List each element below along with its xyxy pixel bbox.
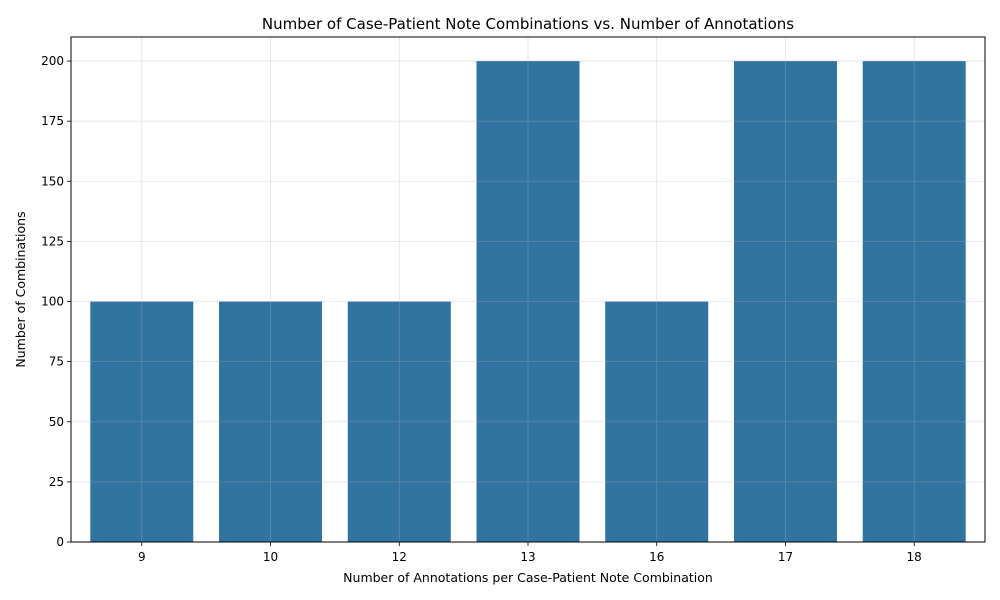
y-tick-label: 100	[41, 295, 64, 309]
x-tick-label: 12	[392, 550, 407, 564]
y-tick-label: 25	[49, 475, 64, 489]
y-axis-ticks: 0 25 50 75 100 125 150 175 200	[41, 54, 71, 549]
x-axis-ticks: 9 10 12 13 16 17 18	[138, 542, 922, 564]
y-tick-label: 0	[56, 535, 64, 549]
x-tick-label: 9	[138, 550, 146, 564]
bars	[90, 61, 966, 543]
bar-10	[219, 301, 323, 542]
x-tick-label: 18	[907, 550, 922, 564]
x-axis-label: Number of Annotations per Case-Patient N…	[343, 570, 713, 585]
x-tick-label: 17	[778, 550, 793, 564]
y-tick-label: 50	[49, 415, 64, 429]
bar-18	[862, 61, 966, 543]
y-axis-label: Number of Combinations	[13, 211, 28, 367]
x-tick-label: 13	[520, 550, 535, 564]
y-tick-label: 150	[41, 174, 64, 188]
y-tick-label: 175	[41, 114, 64, 128]
chart-title: Number of Case-Patient Note Combinations…	[262, 15, 794, 33]
bar-17	[733, 61, 837, 543]
y-tick-label: 75	[49, 355, 64, 369]
y-tick-label: 125	[41, 234, 64, 248]
y-tick-label: 200	[41, 54, 64, 68]
bar-16	[605, 301, 709, 542]
bar-9	[90, 301, 194, 542]
bar-13	[476, 61, 580, 543]
plot-frame	[70, 36, 986, 543]
x-tick-label: 10	[263, 550, 278, 564]
bar-12	[347, 301, 451, 542]
x-tick-label: 16	[649, 550, 664, 564]
